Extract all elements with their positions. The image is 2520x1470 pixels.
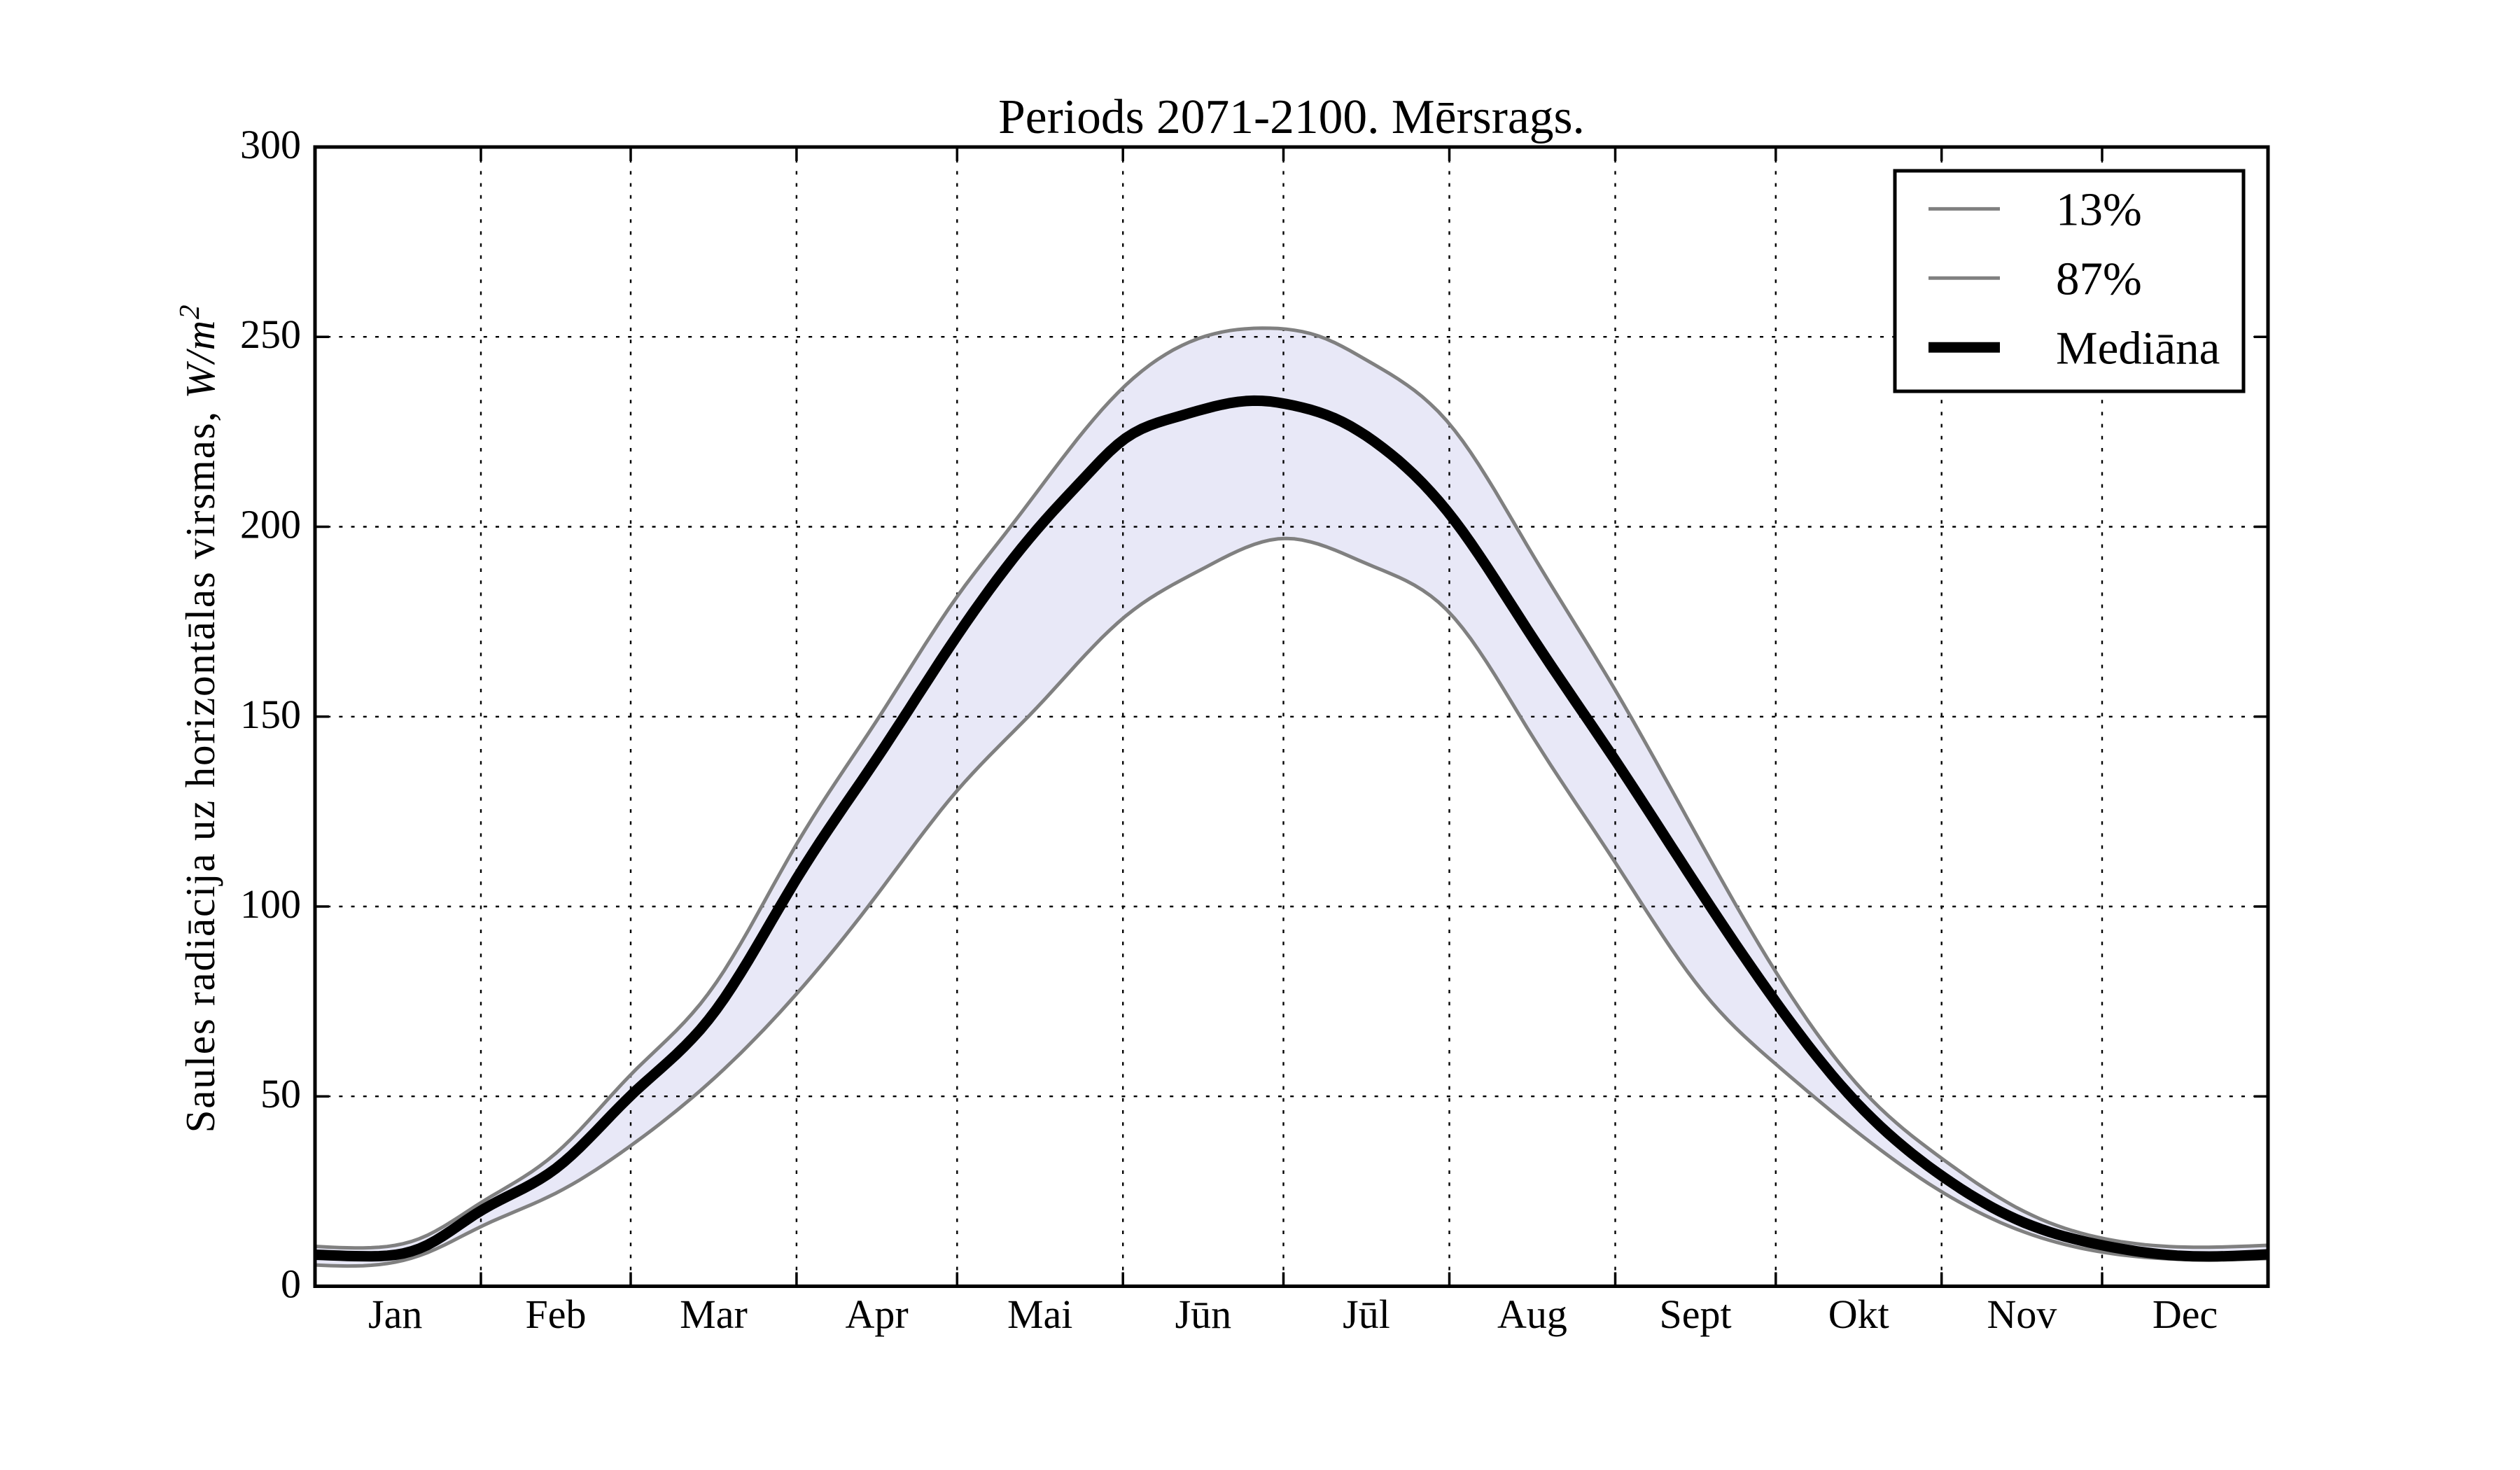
svg-text:Dec: Dec [2152,1292,2218,1337]
svg-text:Okt: Okt [1828,1292,1889,1337]
svg-text:Jūn: Jūn [1175,1292,1232,1337]
svg-text:87%: 87% [2056,253,2142,304]
svg-text:50: 50 [260,1071,301,1116]
svg-text:Jan: Jan [368,1292,422,1337]
svg-text:Mar: Mar [680,1292,748,1337]
svg-text:Periods 2071-2100. Mērsrags.: Periods 2071-2100. Mērsrags. [998,90,1585,144]
svg-text:13%: 13% [2056,184,2142,236]
svg-text:100: 100 [240,881,301,927]
svg-text:200: 200 [240,502,301,547]
svg-text:Saules radiācija uz horizontāl: Saules radiācija uz horizontālas virsmas… [173,304,223,1133]
svg-text:Mediāna: Mediāna [2056,322,2220,374]
svg-text:Apr: Apr [845,1292,908,1337]
svg-text:Jūl: Jūl [1343,1292,1390,1337]
svg-text:300: 300 [240,122,301,167]
svg-text:150: 150 [240,692,301,737]
svg-text:Aug: Aug [1497,1292,1567,1337]
svg-text:Feb: Feb [526,1292,587,1337]
svg-text:Sept: Sept [1660,1292,1732,1337]
svg-text:250: 250 [240,312,301,357]
svg-text:Nov: Nov [1987,1292,2057,1337]
svg-text:0: 0 [281,1261,301,1307]
svg-text:Mai: Mai [1007,1292,1072,1337]
